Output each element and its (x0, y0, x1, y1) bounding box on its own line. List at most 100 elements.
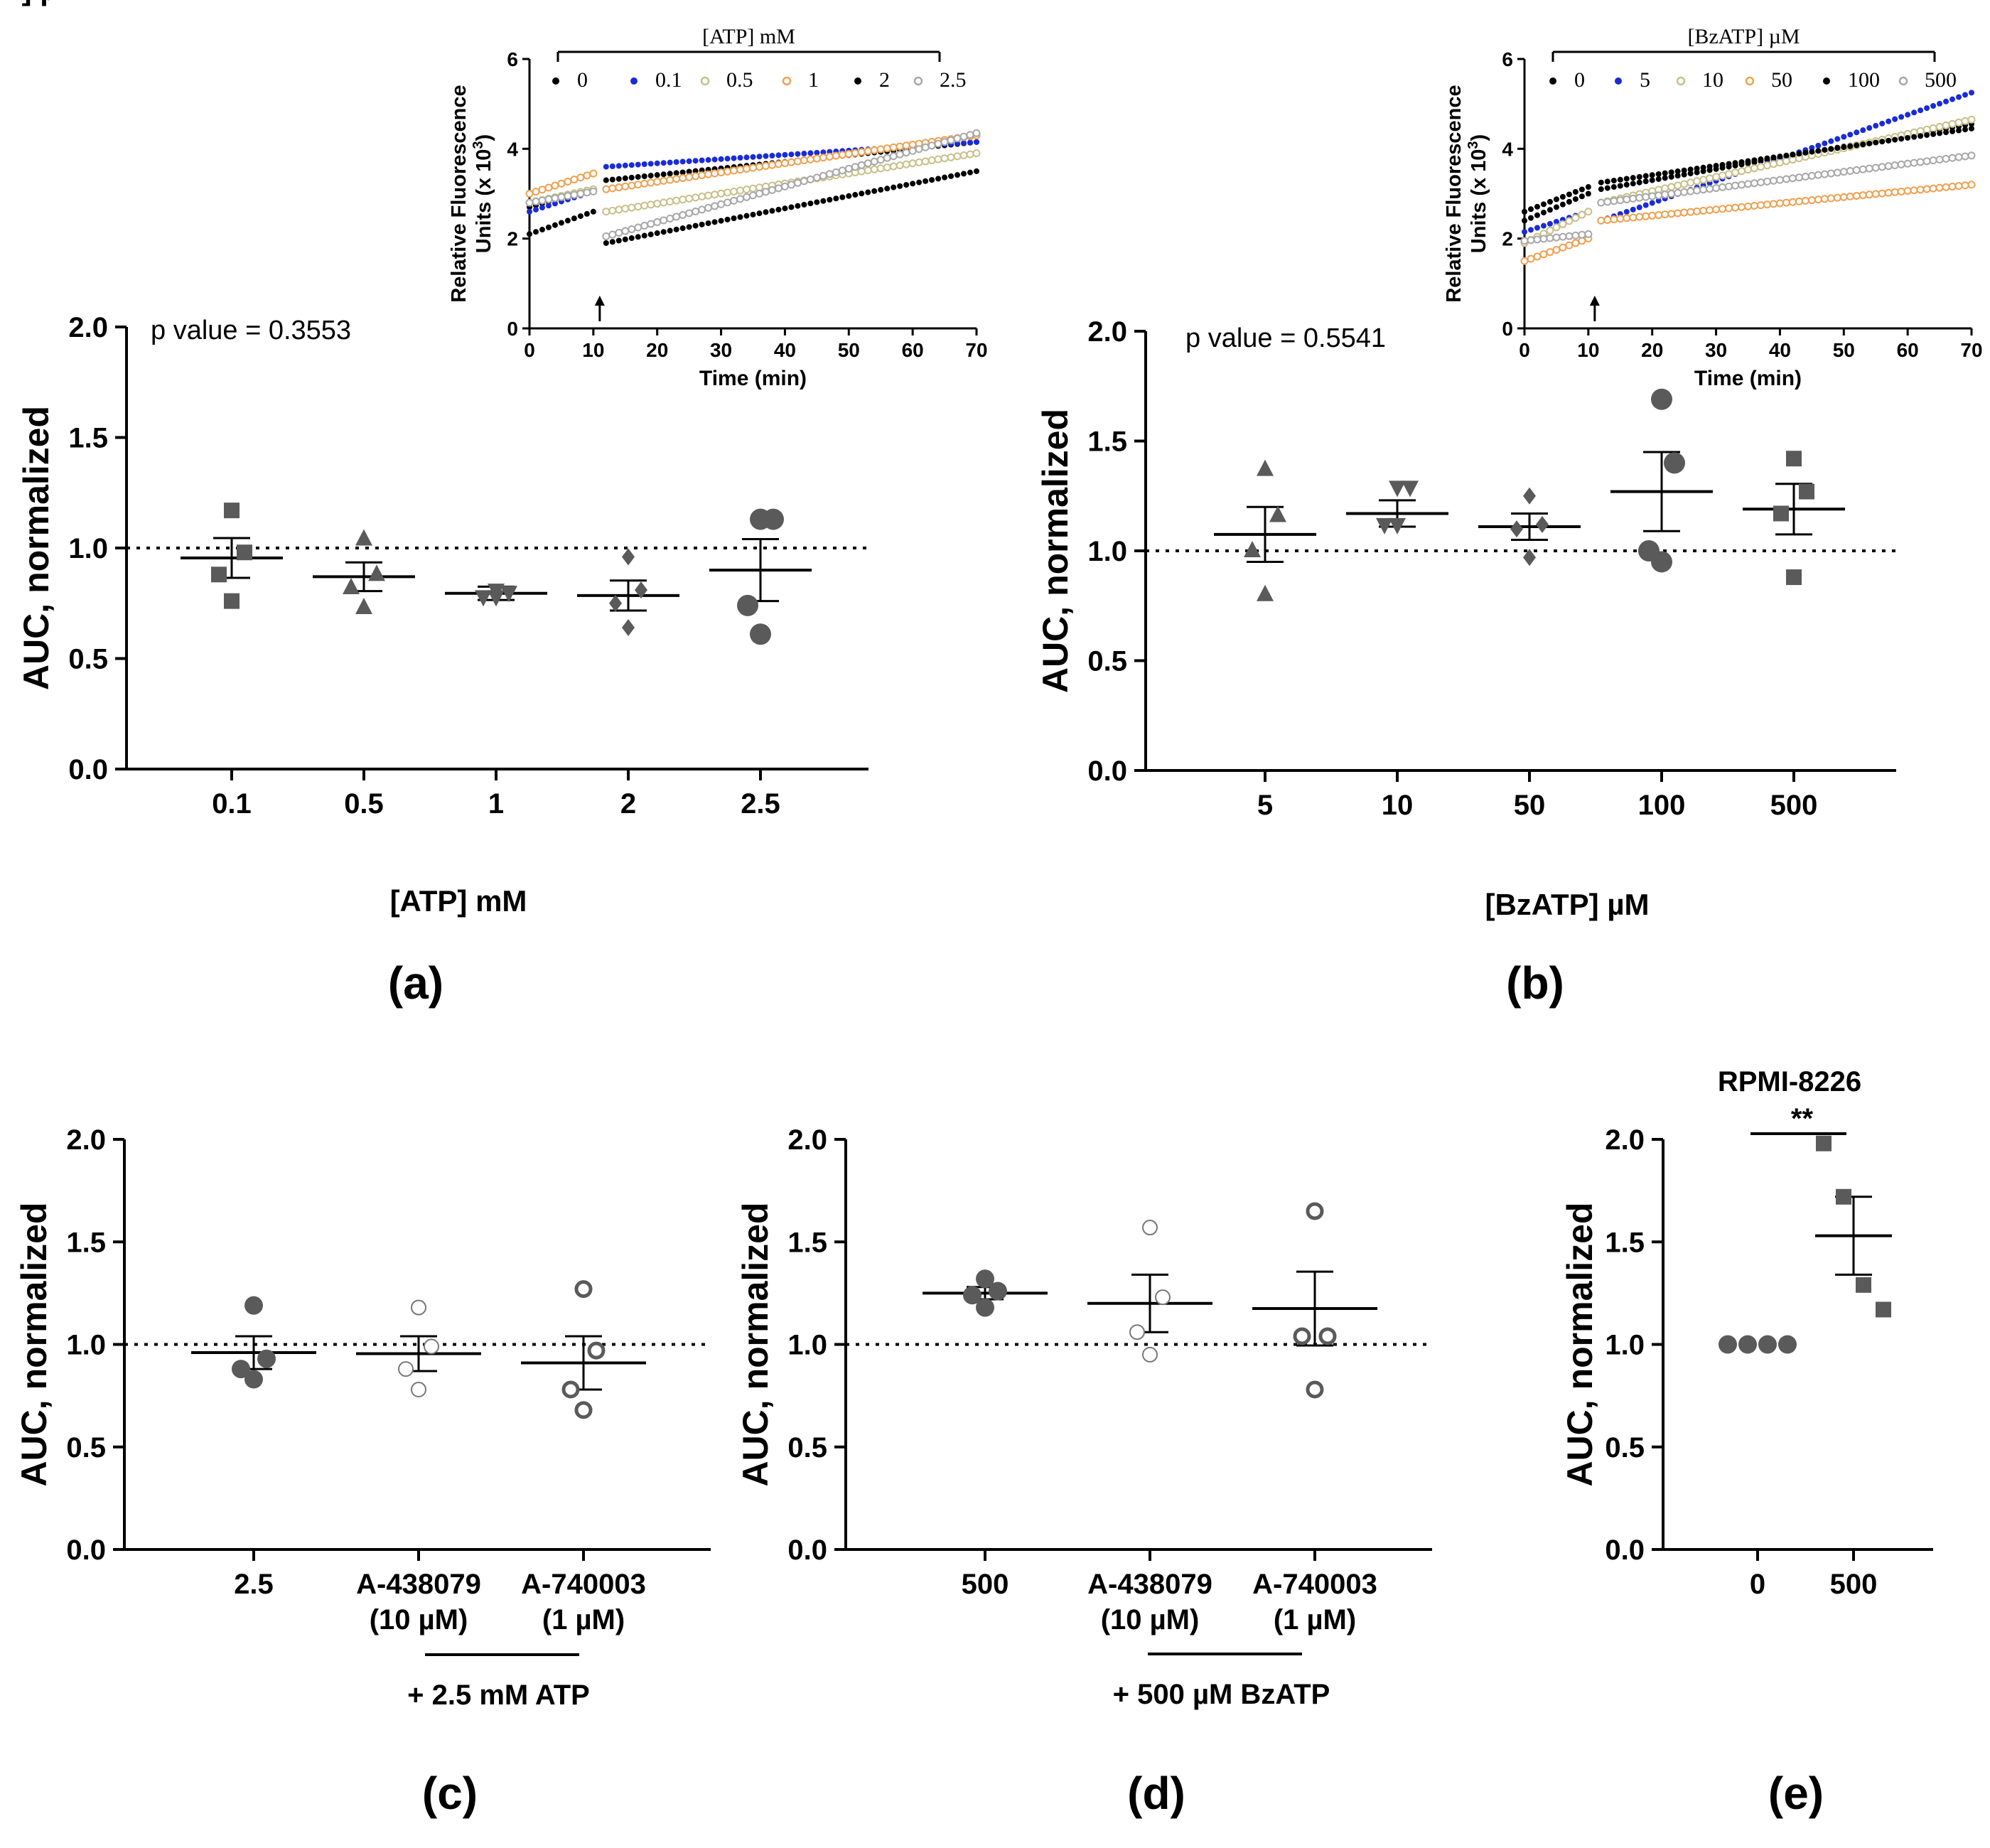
bracket-label: + 500 µM BzATP (1113, 1679, 1330, 1710)
series-point-500 (1756, 178, 1765, 187)
series-point-10 (1667, 183, 1676, 191)
series-point-50 (1750, 201, 1758, 210)
series-point-500 (1571, 231, 1580, 240)
series-point-100 (1674, 168, 1681, 175)
series-point-50 (1788, 198, 1797, 206)
series-point-0.5 (640, 201, 649, 210)
series-point-1 (806, 155, 814, 163)
series-point-5 (1828, 138, 1834, 144)
inset-x-axis-label: Time (min) (1694, 367, 1802, 390)
data-point (1738, 1335, 1757, 1354)
series-point-5 (1918, 107, 1924, 114)
data-point (1816, 1135, 1832, 1151)
series-point-50 (1533, 252, 1542, 261)
series-point-50 (1859, 191, 1867, 200)
series-point-100 (1956, 127, 1962, 134)
series-point-1 (832, 151, 840, 160)
series-point-5 (1924, 105, 1930, 112)
series-point-100 (1764, 155, 1770, 161)
series-point-2.5 (660, 216, 668, 225)
series-point-500 (1533, 235, 1542, 244)
data-point (1129, 1324, 1145, 1341)
series-point-500 (1807, 171, 1816, 180)
series-point-2.5 (793, 178, 802, 187)
x-tick-label: 0 (1750, 1569, 1765, 1600)
series-point-2.5 (800, 177, 808, 186)
series-point-50 (1897, 187, 1905, 195)
series-point-2 (763, 209, 769, 215)
series-point-500 (1750, 179, 1758, 188)
series-point-2 (660, 229, 667, 235)
series-point-100 (1553, 204, 1559, 210)
series-point-100 (1886, 137, 1892, 144)
series-point-50 (1769, 200, 1777, 208)
series-point-100 (1578, 193, 1585, 200)
series-point-1 (525, 190, 534, 198)
inset-x-tick-label: 40 (1769, 339, 1791, 361)
series-point-0.1 (750, 154, 756, 160)
series-point-2 (871, 188, 878, 194)
series-point-5 (1949, 96, 1956, 102)
series-point-50 (1738, 203, 1746, 211)
series-point-0.1 (724, 156, 731, 162)
series-point-50 (1610, 215, 1618, 224)
series-point-50 (1910, 186, 1918, 195)
series-point-0 (1572, 188, 1578, 195)
inset-y-tick-label: 0 (507, 318, 518, 340)
series-point-0.1 (532, 206, 539, 213)
legend-label-2: 2 (879, 68, 890, 92)
series-point-500 (1520, 237, 1529, 245)
data-point (963, 1286, 981, 1305)
series-point-1 (589, 169, 598, 178)
series-point-10 (1725, 170, 1733, 178)
series-point-0.5 (921, 157, 930, 166)
series-point-50 (1954, 182, 1963, 190)
series-point-2.5 (551, 194, 559, 203)
series-point-50 (1852, 192, 1861, 200)
legend-marker-100 (1823, 77, 1830, 85)
series-point-10 (1738, 167, 1746, 176)
series-point-100 (1738, 159, 1745, 165)
inset-legend: 0 0.1 0.5 1 2 2.5 (552, 68, 967, 92)
series-point-50 (1756, 201, 1765, 210)
series-point-1 (704, 170, 713, 178)
series-point-100 (1700, 164, 1706, 171)
series-point-0.1 (974, 139, 979, 145)
series-point-2 (865, 189, 871, 195)
series-point-500 (1846, 167, 1854, 176)
y-tick-label: 1.0 (1605, 1330, 1645, 1361)
series-point-500 (1775, 176, 1784, 184)
data-point (587, 1341, 606, 1360)
y-tick-label: 1.0 (787, 1330, 827, 1361)
series-point-2.5 (704, 203, 713, 212)
series-point-2 (545, 224, 552, 230)
data-point (1402, 480, 1419, 498)
series-point-0.5 (959, 151, 968, 159)
series-point-2.5 (698, 205, 706, 214)
series-point-2.5 (685, 209, 694, 217)
x-tick-label: 5 (1257, 790, 1273, 821)
data-point (368, 564, 385, 581)
series-point-10 (1674, 181, 1682, 190)
series-point-0.5 (915, 158, 923, 166)
units-close: ) (473, 134, 495, 141)
series-point-100 (1962, 127, 1969, 133)
data-point (1142, 1346, 1158, 1363)
series-point-10 (1769, 160, 1777, 168)
series-point-2 (833, 195, 839, 202)
series-point-10 (1756, 163, 1765, 171)
x-tick-label: 2.5 (741, 788, 780, 820)
group-0 (1214, 459, 1316, 601)
inset-title: [BzATP] µM (1687, 25, 1800, 48)
group-1 (1815, 1135, 1892, 1318)
series-point-2 (782, 205, 788, 212)
legend-label-1: 1 (808, 68, 819, 92)
series-point-0.1 (967, 139, 974, 146)
series-point-2 (673, 226, 679, 232)
inset-x-tick-label: 0 (1519, 339, 1530, 361)
series-point-0.1 (692, 158, 699, 164)
series-point-50 (1775, 199, 1784, 208)
series-point-2 (628, 235, 635, 242)
y-tick-label: 0.5 (1087, 646, 1127, 677)
series-point-50 (1571, 239, 1580, 247)
